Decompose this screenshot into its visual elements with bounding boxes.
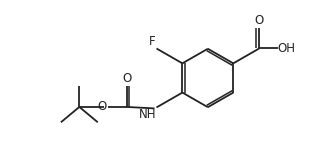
Text: NH: NH: [139, 108, 156, 121]
Text: O: O: [122, 72, 132, 85]
Text: F: F: [149, 35, 156, 48]
Text: O: O: [255, 14, 264, 27]
Text: OH: OH: [278, 42, 296, 55]
Text: O: O: [97, 100, 106, 113]
